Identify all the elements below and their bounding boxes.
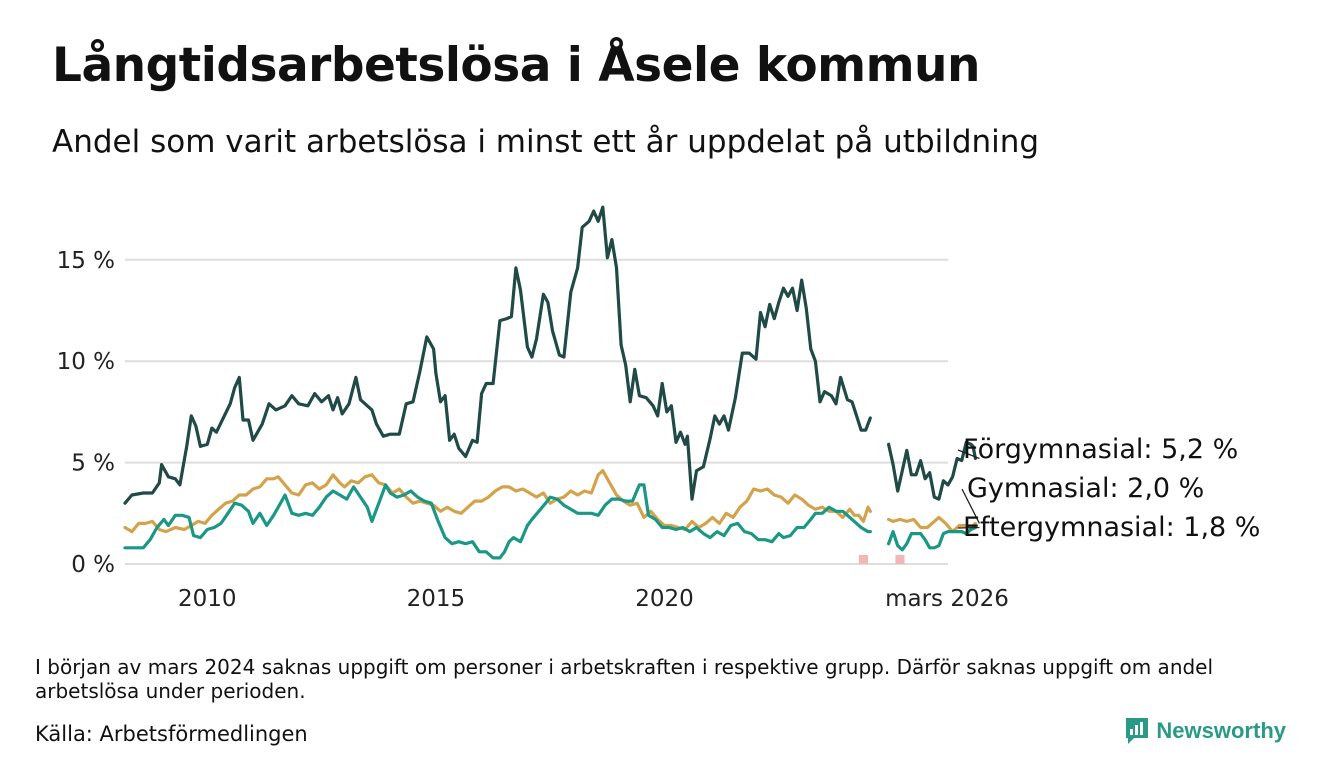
series-end-label: Eftergymnasial: 1,8 % bbox=[963, 512, 1260, 543]
chart-subtitle: Andel som varit arbetslösa i minst ett å… bbox=[52, 124, 1040, 160]
label-leader-line bbox=[957, 449, 980, 460]
footnote: I början av mars 2024 saknas uppgift om … bbox=[35, 655, 1214, 703]
missing-data-marker bbox=[895, 555, 905, 564]
source-credit: Källa: Arbetsförmedlingen bbox=[35, 722, 308, 746]
brand-name: Newsworthy bbox=[1156, 718, 1286, 743]
x-tick-label: 2015 bbox=[407, 586, 466, 612]
series-line-förgymnasial bbox=[123, 205, 977, 505]
newsworthy-logo-icon bbox=[1126, 718, 1149, 744]
series-line-eftergymnasial bbox=[123, 483, 977, 560]
y-tick-label: 15 % bbox=[57, 248, 115, 274]
y-tick-label: 10 % bbox=[57, 349, 115, 375]
x-tick-label: mars 2026 bbox=[885, 586, 1009, 612]
missing-data-marker bbox=[858, 555, 868, 564]
y-tick-label: 5 % bbox=[71, 451, 115, 477]
line-chart: 0 % 5 % 10 % 15 % 2010 2015 2020 mars 2026 Förgy… bbox=[57, 205, 1260, 612]
label-leader-line bbox=[957, 526, 980, 529]
label-leader-line bbox=[961, 488, 981, 524]
series-end-label: Gymnasial: 2,0 % bbox=[967, 473, 1204, 504]
y-tick-label: 0 % bbox=[71, 552, 115, 578]
chart-title: Långtidsarbetslösa i Åsele kommun bbox=[52, 38, 980, 93]
x-tick-label: 2010 bbox=[178, 586, 237, 612]
brand-logo[interactable]: Newsworthy bbox=[1124, 716, 1286, 746]
series-end-label: Förgymnasial: 5,2 % bbox=[963, 434, 1238, 465]
series-line-gymnasial bbox=[123, 469, 977, 534]
x-tick-label: 2020 bbox=[635, 586, 694, 612]
